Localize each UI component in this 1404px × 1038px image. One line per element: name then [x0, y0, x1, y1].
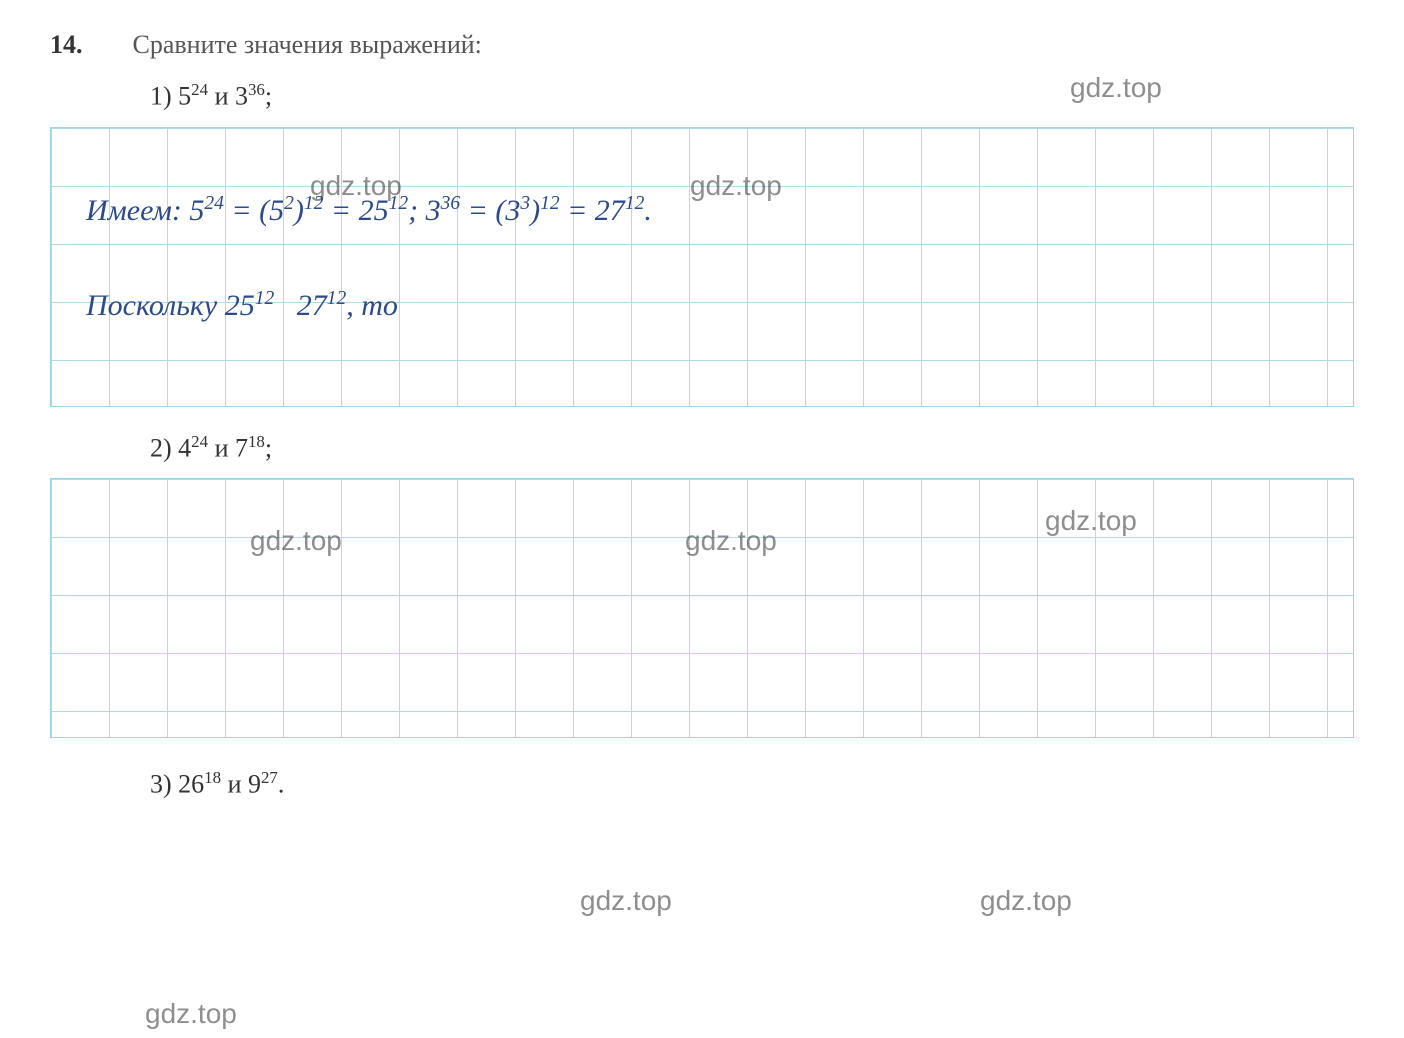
w1a: Имеем: 5: [86, 194, 204, 227]
w1p: 12: [625, 193, 645, 214]
sp1-conj: и 3: [208, 82, 248, 111]
sp1-exp1: 24: [191, 80, 208, 99]
watermark-7: gdz.top: [980, 885, 1072, 917]
watermark-6: gdz.top: [580, 885, 672, 917]
grid-box-2: [50, 478, 1354, 738]
subproblem-2: 2) 424 и 718;: [150, 432, 1354, 464]
w2a: Поскольку 25: [86, 289, 255, 322]
sp3-base1: 3) 26: [150, 770, 204, 799]
sp3-end: .: [278, 770, 285, 799]
w1c: = (5: [224, 194, 284, 227]
w2d: 12: [327, 288, 347, 309]
w1b: 24: [204, 193, 224, 214]
sp2-exp1: 24: [191, 432, 208, 451]
w1m: ): [530, 194, 540, 227]
w1l: 3: [520, 193, 530, 214]
watermark-8: gdz.top: [145, 998, 237, 1030]
watermark-1: gdz.top: [310, 170, 402, 202]
w1d: 2: [284, 193, 294, 214]
page-container: 14. Сравните значения выражений: 1) 524 …: [50, 30, 1354, 800]
w1q: .: [644, 194, 652, 227]
w2b: 12: [255, 288, 275, 309]
sp3-exp2: 27: [261, 768, 278, 787]
sp3-exp1: 18: [204, 768, 221, 787]
watermark-2: gdz.top: [690, 170, 782, 202]
sp2-end: ;: [265, 433, 272, 462]
subproblem-3: 3) 2618 и 927.: [150, 768, 1354, 800]
sp2-exp2: 18: [248, 432, 265, 451]
watermark-0: gdz.top: [1070, 72, 1162, 104]
grid-box-1: Имеем: 524 = (52)12 = 2512; 336 = (33)12…: [50, 127, 1354, 407]
w1j: 36: [441, 193, 461, 214]
sp2-base1: 2) 4: [150, 433, 191, 462]
watermark-4: gdz.top: [250, 525, 342, 557]
sp1-end: ;: [265, 82, 272, 111]
problem-header: 14. Сравните значения выражений:: [50, 30, 1354, 60]
w2e: , то: [346, 289, 398, 322]
w1o: = 27: [560, 194, 625, 227]
grid-background-2: [51, 479, 1353, 737]
w1n: 12: [540, 193, 560, 214]
worked-line-2: Поскольку 2512 2712, то: [51, 283, 1353, 323]
w1e: ): [294, 194, 304, 227]
problem-prompt: Сравните значения выражений:: [133, 30, 482, 60]
sp1-base1: 1) 5: [150, 82, 191, 111]
w1i: ; 3: [408, 194, 441, 227]
sp1-exp2: 36: [248, 80, 265, 99]
w2c: 27: [274, 289, 327, 322]
sp2-conj: и 7: [208, 433, 248, 462]
sp3-conj: и 9: [221, 770, 261, 799]
w1k: = (3: [460, 194, 520, 227]
watermark-5: gdz.top: [685, 525, 777, 557]
problem-number: 14.: [50, 30, 83, 60]
watermark-3: gdz.top: [1045, 505, 1137, 537]
subproblem-1: 1) 524 и 336;: [150, 80, 1354, 112]
